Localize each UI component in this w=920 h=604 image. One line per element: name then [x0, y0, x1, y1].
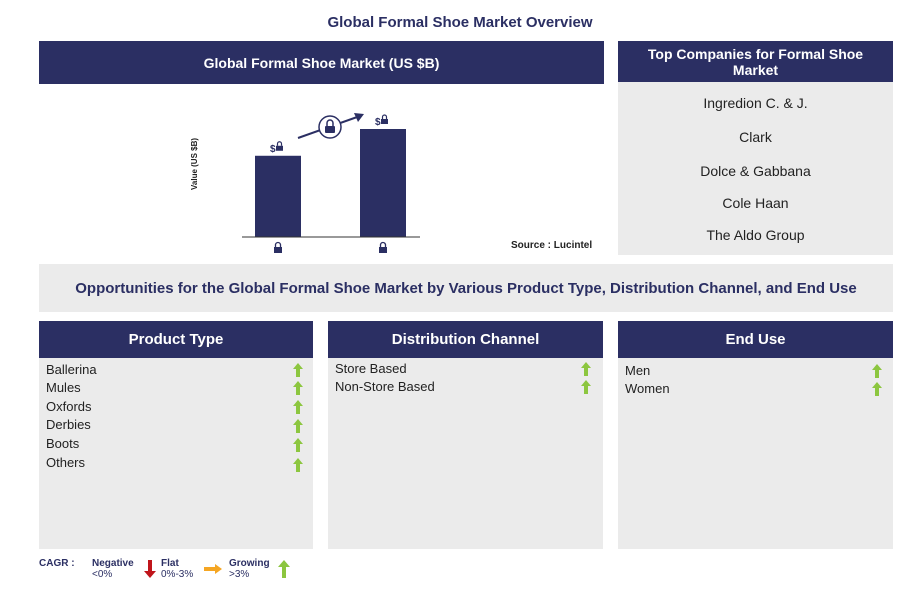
list-item: Store Based: [335, 361, 407, 376]
category-lock-icon: [379, 241, 387, 253]
cagr-legend: CAGR : Negative <0% Flat 0%-3% Growing >…: [39, 557, 339, 587]
legend-growing-label: Growing: [229, 558, 270, 569]
negative-arrow-icon: [144, 560, 156, 578]
legend-flat-range: 0%-3%: [161, 569, 194, 580]
segment-header: End Use: [618, 321, 893, 358]
growing-arrow-icon: [872, 382, 882, 396]
company-item: Clark: [739, 129, 772, 145]
growing-arrow-icon: [293, 363, 303, 377]
segment-header: Product Type: [39, 321, 313, 358]
company-item: The Aldo Group: [706, 227, 805, 243]
list-item: Men: [625, 363, 651, 378]
segment-title: End Use: [725, 331, 786, 348]
trend-lock-icon: [325, 119, 335, 133]
list-item: Others: [46, 455, 86, 470]
list-item: Non-Store Based: [335, 379, 435, 394]
companies-panel-header: Top Companies for Formal Shoe Market: [618, 41, 893, 82]
opportunities-title: Opportunities for the Global Formal Shoe…: [75, 279, 857, 297]
list-item: Ballerina: [46, 362, 97, 377]
growing-arrow-icon: [872, 364, 882, 378]
bar: [360, 129, 406, 237]
legend-growing-range: >3%: [229, 569, 250, 580]
growing-arrow-icon: [581, 380, 591, 394]
list-item: Women: [625, 381, 670, 396]
growing-arrow-icon: [278, 560, 290, 578]
growing-arrow-icon: [581, 362, 591, 376]
companies-panel-title: Top Companies for Formal Shoe Market: [647, 45, 864, 78]
growing-arrow-icon: [293, 458, 303, 472]
page-title: Global Formal Shoe Market Overview: [327, 14, 593, 31]
opportunities-banner: Opportunities for the Global Formal Shoe…: [39, 264, 893, 312]
source-label: Source : Lucintel: [511, 240, 593, 251]
segment-end-use: End Use Men Women: [618, 321, 893, 549]
list-item: Mules: [46, 380, 81, 395]
lock-icon: [276, 141, 283, 151]
segment-title: Distribution Channel: [391, 331, 540, 348]
legend-flat-label: Flat: [161, 558, 179, 569]
segment-title: Product Type: [128, 331, 224, 348]
company-item: Ingredion C. & J.: [703, 95, 808, 111]
company-item: Cole Haan: [722, 195, 789, 211]
bar-value-label: $: [270, 144, 276, 155]
market-bar-chart: $$: [242, 113, 420, 253]
lock-icon: [381, 114, 388, 124]
market-chart: $ $: [200, 100, 500, 260]
list-item: Boots: [46, 436, 80, 451]
segment-distribution-channel: Distribution Channel Store Based Non-Sto…: [328, 321, 603, 549]
list-item: Oxfords: [46, 399, 92, 414]
growing-arrow-icon: [293, 438, 303, 452]
bar-value-label: $: [375, 117, 381, 128]
growing-arrow-icon: [293, 400, 303, 414]
segment-body: Ballerina Mules Oxfords Derbies Boots Ot…: [39, 358, 313, 549]
growing-arrow-icon: [293, 419, 303, 433]
segment-body: Men Women: [618, 358, 893, 549]
company-item: Dolce & Gabbana: [700, 163, 811, 179]
segment-product-type: Product Type Ballerina Mules Oxfords Der…: [39, 321, 313, 549]
market-panel-title: Global Formal Shoe Market (US $B): [203, 54, 440, 71]
legend-negative-label: Negative: [92, 558, 134, 569]
y-axis-label: Value (US $B): [190, 137, 199, 190]
bar: [255, 155, 301, 237]
market-panel-header: Global Formal Shoe Market (US $B): [39, 41, 604, 84]
list-item: Derbies: [46, 417, 91, 432]
cagr-label: CAGR :: [39, 558, 75, 569]
legend-negative-range: <0%: [92, 569, 113, 580]
companies-list: Ingredion C. & J. Clark Dolce & Gabbana …: [618, 82, 893, 255]
flat-arrow-icon: [204, 564, 222, 574]
trend-arrow-head: [354, 113, 364, 122]
segment-header: Distribution Channel: [328, 321, 603, 358]
segment-body: Store Based Non-Store Based: [328, 358, 603, 549]
category-lock-icon: [274, 241, 282, 253]
growing-arrow-icon: [293, 381, 303, 395]
